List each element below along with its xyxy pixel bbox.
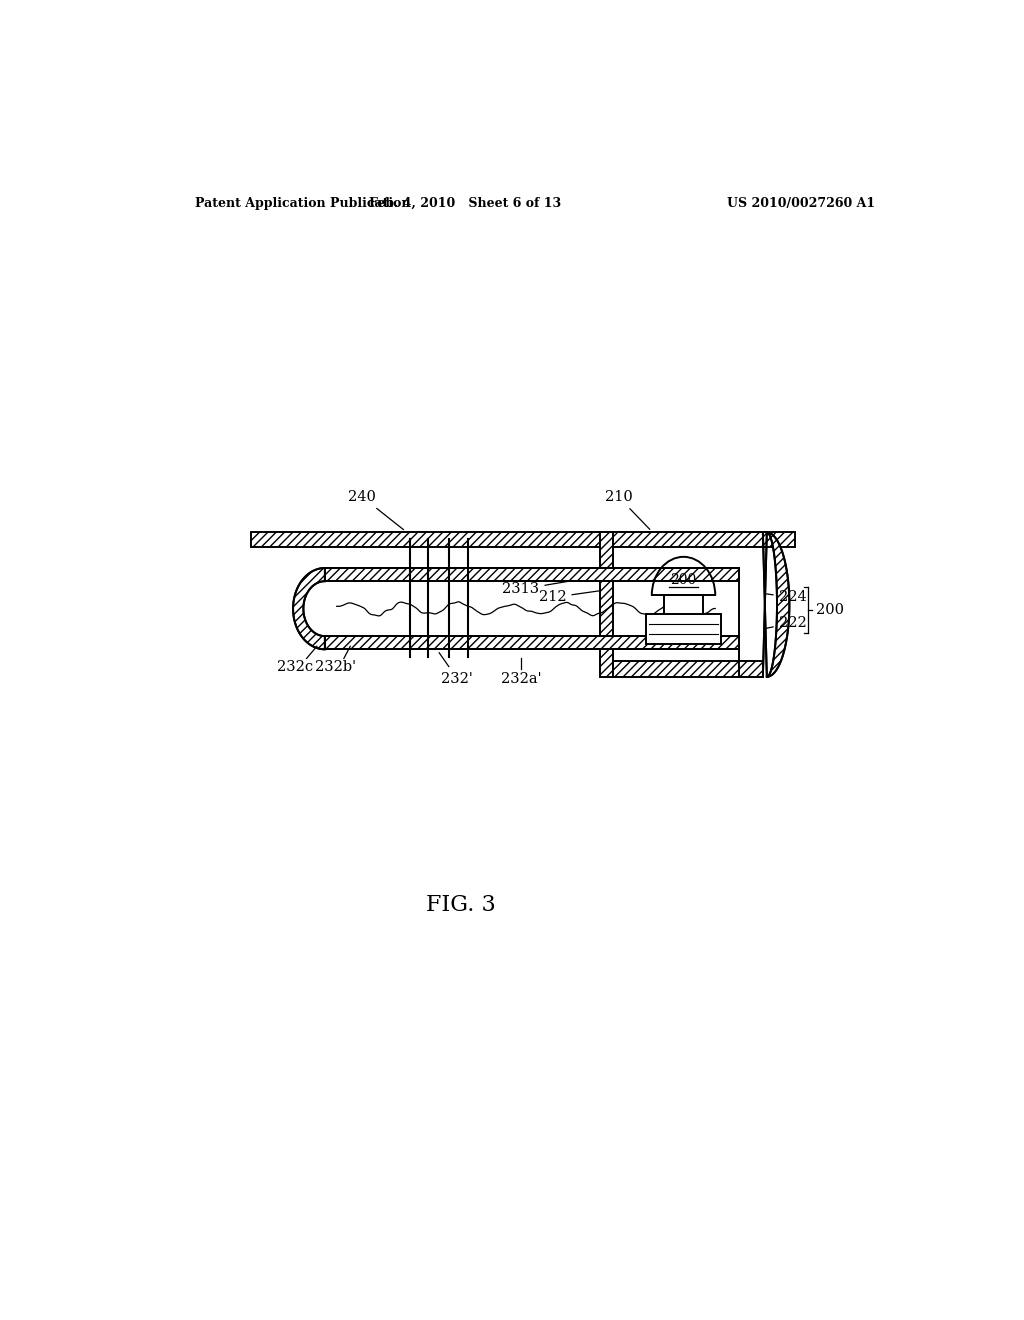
- Text: 2313: 2313: [502, 581, 572, 597]
- Text: 232b': 232b': [315, 660, 356, 673]
- Text: 212: 212: [539, 590, 600, 605]
- Text: 232a': 232a': [501, 672, 541, 686]
- Text: FIG. 3: FIG. 3: [426, 895, 497, 916]
- Bar: [665, 595, 702, 614]
- Polygon shape: [293, 568, 325, 649]
- Text: 200: 200: [671, 573, 696, 587]
- Text: Patent Application Publication: Patent Application Publication: [196, 197, 411, 210]
- Bar: [325, 636, 739, 649]
- Bar: [613, 660, 763, 677]
- Polygon shape: [767, 532, 790, 677]
- Text: 210: 210: [604, 490, 650, 529]
- Text: 224: 224: [766, 590, 807, 605]
- Text: 232c: 232c: [276, 660, 312, 673]
- Text: US 2010/0027260 A1: US 2010/0027260 A1: [727, 197, 876, 210]
- Bar: [325, 568, 739, 581]
- Text: 200: 200: [816, 603, 844, 618]
- Bar: [251, 532, 795, 546]
- Text: 222: 222: [766, 616, 807, 630]
- Bar: [600, 532, 613, 677]
- Text: Feb. 4, 2010   Sheet 6 of 13: Feb. 4, 2010 Sheet 6 of 13: [370, 197, 561, 210]
- Text: 232': 232': [439, 652, 473, 686]
- Text: 240: 240: [348, 490, 403, 529]
- Bar: [646, 614, 721, 644]
